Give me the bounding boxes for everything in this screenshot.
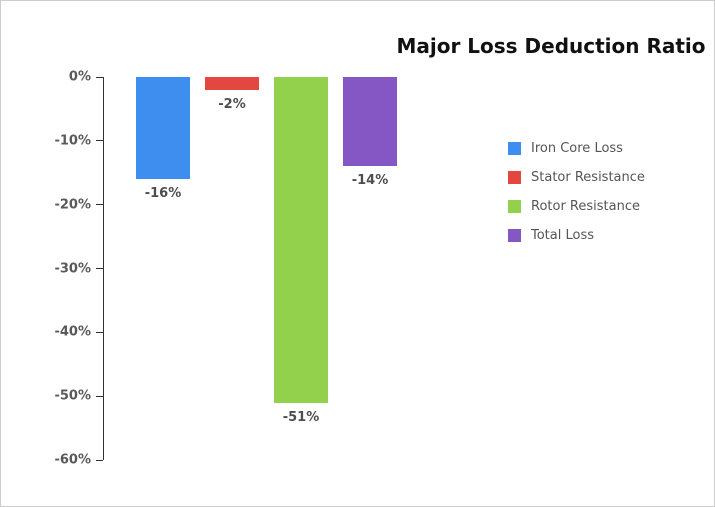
y-axis-tick-label: -50%: [54, 388, 91, 404]
bar-rotor-resistance[interactable]: [274, 77, 328, 403]
legend-swatch-icon: [508, 200, 521, 213]
legend-item-rotor-resistance[interactable]: Rotor Resistance: [508, 199, 645, 214]
bar-iron-core-loss[interactable]: [136, 77, 190, 180]
bar-total-loss[interactable]: [343, 77, 397, 167]
legend-item-stator-resistance[interactable]: Stator Resistance: [508, 170, 645, 185]
legend-label: Iron Core Loss: [531, 141, 623, 156]
bar-value-label-rotor-resistance: -51%: [282, 409, 320, 425]
bar-value-label-total-loss: -14%: [351, 173, 389, 189]
y-axis-tick: [96, 268, 103, 269]
legend-swatch-icon: [508, 142, 521, 155]
bar-stator-resistance[interactable]: [205, 77, 259, 90]
y-axis-tick: [96, 140, 103, 142]
y-axis-tick: [96, 76, 103, 78]
legend-swatch-icon: [508, 229, 521, 242]
legend-label: Stator Resistance: [531, 170, 645, 185]
bar-value-label-stator-resistance: -2%: [218, 96, 246, 112]
legend-swatch-icon: [508, 171, 521, 184]
legend-item-iron-core-loss[interactable]: Iron Core Loss: [508, 141, 645, 156]
chart-title: Major Loss Deduction Ratio: [396, 34, 706, 58]
y-axis-tick-label: -60%: [54, 452, 91, 468]
y-axis-tick: [96, 204, 103, 206]
bar-value-label-iron-core-loss: -16%: [144, 186, 182, 202]
y-axis-tick-label: -40%: [54, 324, 91, 340]
legend-label: Total Loss: [531, 228, 595, 243]
y-axis-tick-label: -20%: [54, 197, 91, 213]
y-axis-tick-label: -10%: [54, 133, 91, 149]
legend-item-total-loss[interactable]: Total Loss: [508, 228, 645, 243]
y-axis-tick: [96, 395, 103, 397]
y-axis-tick-label: -30%: [54, 261, 91, 276]
legend: Iron Core Loss Stator Resistance Rotor Res…: [508, 141, 645, 243]
y-axis-tick-label: 0%: [68, 69, 91, 85]
y-axis-line: [103, 77, 104, 460]
legend-label: Rotor Resistance: [531, 199, 640, 214]
y-axis-tick: [96, 331, 103, 333]
y-axis-tick: [96, 459, 103, 461]
